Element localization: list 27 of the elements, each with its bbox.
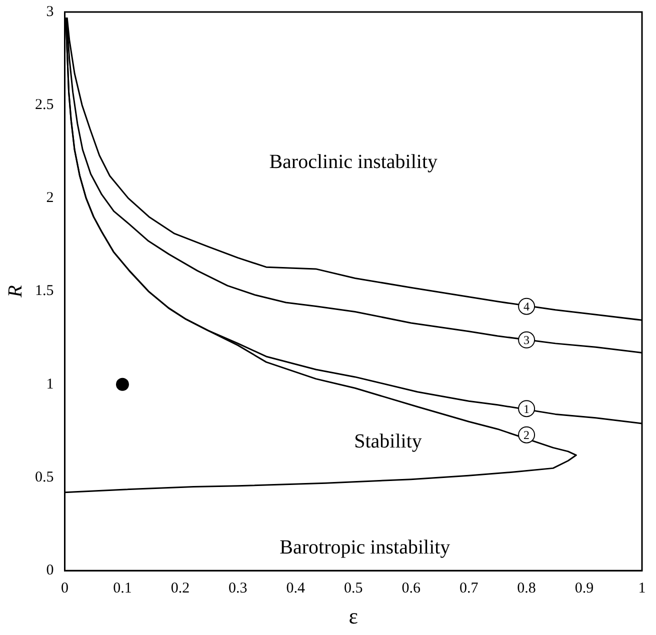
y-tick-label: 2 <box>46 190 54 206</box>
y-axis-title: R <box>4 285 26 298</box>
y-tick-label: 2.5 <box>35 97 54 114</box>
annotation: 1 <box>524 402 530 416</box>
annotation: Stability <box>354 430 422 452</box>
x-tick-label: 0.3 <box>228 580 248 597</box>
y-tick-label: 0 <box>46 562 54 579</box>
x-tick-label: 0.1 <box>113 580 132 597</box>
y-tick-label: 3 <box>46 4 54 20</box>
y-tick-label: 1.5 <box>35 283 54 300</box>
x-tick-label: 0.5 <box>344 580 363 597</box>
x-tick-label: 1 <box>638 580 646 597</box>
y-tick-label: 0.5 <box>35 469 54 486</box>
x-axis-title: ε <box>348 604 358 629</box>
x-tick-label: 0.6 <box>402 580 421 597</box>
x-tick-label: 0.9 <box>574 580 594 597</box>
annotation: 4 <box>524 300 530 314</box>
x-tick-label: 0 <box>61 580 68 597</box>
x-tick-label: 0.7 <box>459 580 479 597</box>
x-tick-label: 0.8 <box>517 580 536 597</box>
x-tick-label: 0.4 <box>286 580 306 597</box>
annotation: 2 <box>524 428 530 442</box>
annotation: Barotropic instability <box>280 536 450 559</box>
y-tick-label: 1 <box>46 376 54 392</box>
x-tick-label: 0.2 <box>170 580 190 597</box>
annotation: Baroclinic instability <box>269 151 438 174</box>
annotation: 3 <box>524 333 530 348</box>
